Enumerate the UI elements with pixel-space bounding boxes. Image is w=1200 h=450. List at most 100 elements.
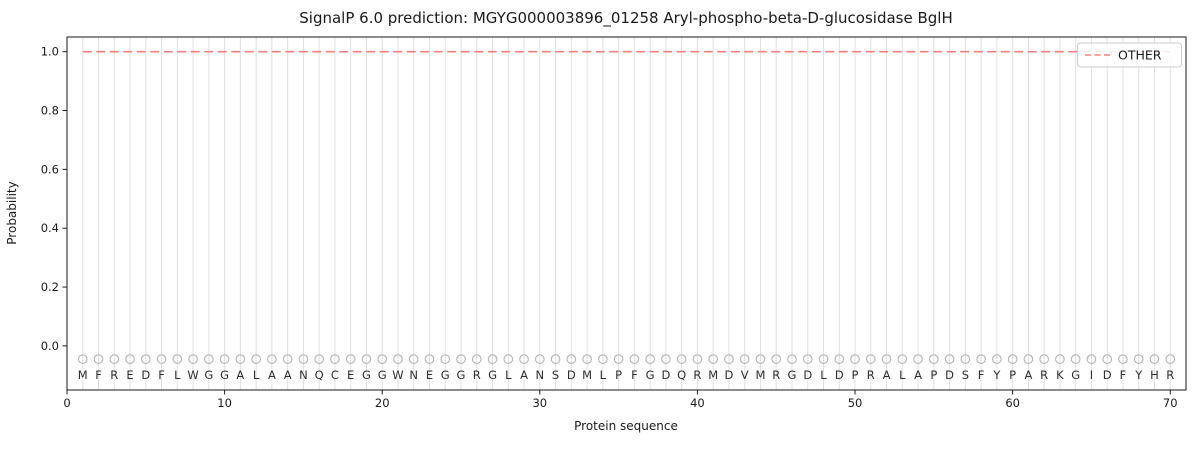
residue-letter: G — [441, 368, 450, 382]
residue-letter: R — [693, 368, 701, 382]
residue-marker — [1023, 354, 1034, 364]
legend-box — [1077, 42, 1182, 68]
residue-letter: D — [141, 368, 150, 382]
x-axis-label: Protein sequence — [574, 419, 678, 433]
residue-letter: F — [978, 368, 985, 382]
residue-letter: Q — [315, 368, 324, 382]
residue-letter: R — [1166, 368, 1174, 382]
residue-marker — [787, 354, 797, 364]
residue-marker — [251, 354, 261, 364]
residue-letter: A — [914, 368, 922, 382]
residue-marker — [1086, 354, 1097, 364]
residue-marker — [928, 354, 939, 364]
legend: OTHER — [1077, 42, 1182, 68]
residue-letter: A — [268, 368, 276, 382]
residue-marker — [156, 354, 167, 364]
residue-letter: H — [1150, 368, 1159, 382]
residue-marker — [93, 354, 104, 364]
residue-marker — [739, 354, 750, 364]
y-tick-label: 0.2 — [41, 280, 59, 294]
residue-letter: R — [1040, 368, 1048, 382]
residue-letter: A — [284, 368, 292, 382]
residue-marker — [534, 354, 545, 364]
x-tick-label: 30 — [532, 396, 547, 410]
residue-letter: S — [552, 368, 559, 382]
residue-marker — [1102, 354, 1113, 364]
residue-marker — [818, 354, 829, 364]
residue-letter: L — [820, 368, 827, 382]
residue-letter: E — [426, 368, 433, 382]
residue-letter: L — [899, 368, 906, 382]
residue-marker — [834, 354, 845, 364]
x-tick-label: 70 — [1163, 396, 1178, 410]
residue-marker — [802, 354, 813, 364]
residue-marker — [944, 354, 955, 364]
residue-letter: A — [236, 368, 244, 382]
residue-letter: G — [378, 368, 387, 382]
residue-marker — [345, 354, 356, 364]
residue-marker — [298, 354, 309, 364]
residue-marker — [203, 354, 214, 364]
residue-marker — [1149, 354, 1160, 364]
residue-marker — [692, 354, 703, 364]
residue-letter: D — [567, 368, 576, 382]
residue-letter: N — [536, 368, 545, 382]
x-tick-label: 50 — [848, 396, 863, 410]
residue-marker — [219, 354, 230, 364]
residue-marker — [140, 354, 151, 364]
residue-marker — [330, 354, 340, 364]
residue-letter: D — [661, 368, 670, 382]
residue-marker — [456, 354, 466, 364]
residue-letter: N — [409, 368, 418, 382]
residue-letter: D — [725, 368, 734, 382]
residue-marker — [314, 354, 325, 364]
residue-letter: D — [945, 368, 954, 382]
residue-letter: C — [331, 368, 339, 382]
residue-letter: G — [788, 368, 797, 382]
residue-marker — [598, 354, 608, 364]
residue-letter: E — [126, 368, 133, 382]
axes: 0 10 20 30 40 50 60 70 0.0 0.2 0.4 0.6 0.8 1.0 — [41, 36, 1187, 410]
residue-marker — [361, 354, 372, 364]
residue-letter: A — [1024, 368, 1032, 382]
residue-marker — [77, 354, 88, 364]
residue-marker — [566, 354, 577, 364]
residue-letter: V — [741, 368, 749, 382]
residue-marker — [172, 354, 183, 364]
residue-marker — [424, 354, 435, 364]
x-tick-label: 10 — [217, 396, 232, 410]
residue-marker — [724, 354, 734, 364]
y-axis-label: Probability — [5, 181, 19, 244]
gridlines — [82, 37, 1171, 390]
residue-letter: G — [220, 368, 229, 382]
residue-marker — [487, 354, 498, 364]
residue-letter: L — [253, 368, 260, 382]
residue-letter: K — [1056, 368, 1064, 382]
residue-marker — [188, 354, 198, 364]
residue-marker — [661, 354, 671, 364]
residue-letter: G — [1071, 368, 1080, 382]
residue-marker — [377, 354, 388, 364]
residue-letter: W — [187, 368, 198, 382]
residue-marker — [125, 354, 135, 364]
residue-letter: D — [835, 368, 844, 382]
residue-letter: M — [582, 368, 592, 382]
residue-marker — [1007, 354, 1018, 364]
residue-marker — [992, 354, 1002, 364]
residue-letter: A — [883, 368, 891, 382]
residue-marker — [960, 354, 971, 364]
residue-letter: F — [631, 368, 638, 382]
residue-marker — [408, 354, 419, 364]
residue-marker — [629, 354, 640, 364]
y-tick-label: 0.0 — [41, 339, 59, 353]
residue-marker — [109, 354, 120, 364]
residue-letter: P — [852, 368, 859, 382]
residue-marker — [913, 354, 923, 364]
residue-letter: Y — [992, 368, 1001, 382]
residue-marker — [1133, 354, 1144, 364]
residue-marker — [550, 354, 561, 364]
x-tick-label: 20 — [375, 396, 390, 410]
residue-marker — [440, 354, 451, 364]
residue-marker — [471, 354, 482, 364]
